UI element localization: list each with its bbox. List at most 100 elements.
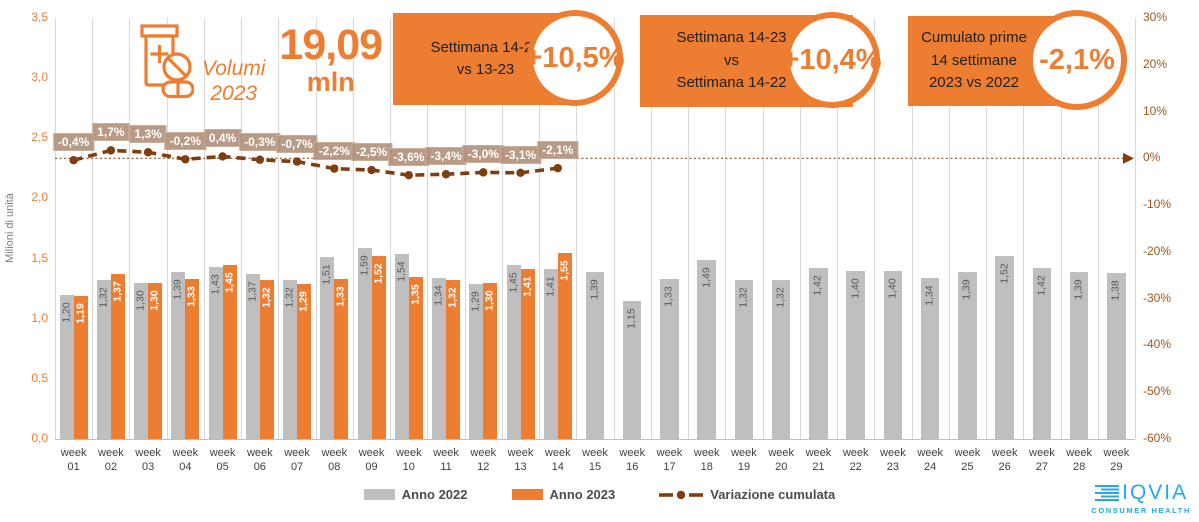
gridline	[315, 18, 317, 439]
variazione-cumulata-point	[516, 168, 525, 178]
x-axis-category-line: week	[917, 447, 944, 459]
bar-value-2023: 1,41	[521, 276, 534, 298]
variazione-cumulata-point	[69, 156, 78, 165]
bar-value-2022: 1,34	[432, 285, 445, 306]
x-axis-category-label: week 26	[986, 446, 1024, 475]
bar-value-2023: 1,35	[409, 283, 422, 305]
bar-anno-2022-week-25	[958, 271, 977, 439]
x-axis-category-line: 17	[663, 461, 676, 474]
variazione-cumulata-point	[367, 165, 376, 175]
callout-text-line: 2023 vs 2022	[928, 74, 1020, 92]
bar-value-2022: 1,43	[209, 274, 222, 295]
x-axis-category-line: 23	[886, 461, 900, 474]
x-axis-category-line: 25	[961, 461, 974, 474]
iqvia-subtitle-text: CONSUMER HEALTH	[1091, 506, 1191, 515]
y-axis-right-tick-label: -50%	[1143, 384, 1172, 399]
gridline	[427, 18, 429, 439]
iqvia-brand-text: IQVIA	[1122, 481, 1189, 504]
callout-text-line: Settimana 14-22	[676, 74, 787, 92]
x-axis-category-line: week	[172, 447, 199, 459]
bar-anno-2022-week-07	[283, 280, 298, 439]
bar-anno-2023-week-01	[73, 295, 88, 439]
x-axis-category-line: week	[395, 447, 422, 459]
bar-value-2022: 1,49	[700, 267, 713, 288]
bar-value-2023: 1,33	[185, 286, 198, 307]
x-axis-category-line: 11	[440, 461, 452, 474]
x-axis-category-line: week	[246, 447, 273, 459]
bar-anno-2022-week-18	[697, 259, 716, 439]
gridline	[911, 18, 913, 439]
x-axis-category-label: week 06	[241, 446, 279, 475]
x-axis-category-line: week	[1066, 447, 1092, 459]
gridline	[948, 18, 950, 439]
gridline	[1060, 18, 1062, 439]
bar-value-2022: 1,54	[395, 261, 408, 282]
x-axis-category-line: week	[98, 447, 124, 459]
y-axis-left-tick-label: 3,5	[31, 10, 48, 24]
iqvia-logo: IQVIA CONSUMER HEALTH	[1091, 481, 1191, 515]
x-axis-category-line: 03	[141, 461, 155, 474]
callout-text-line: Settimana 14-23	[430, 38, 541, 56]
x-axis-category-line: 16	[626, 461, 639, 474]
bar-anno-2023-week-07	[297, 283, 312, 439]
gridline	[650, 18, 652, 439]
x-axis-category-line: week	[1103, 447, 1130, 459]
x-axis-category-line: week	[842, 447, 869, 459]
x-axis-category-label: week 24	[911, 446, 949, 475]
x-axis-category-line: 14	[551, 461, 564, 474]
y-axis-right-tick-label: -60%	[1143, 431, 1172, 445]
bar-value-2022: 1,51	[320, 264, 333, 286]
x-axis-category-line: 27	[1035, 461, 1049, 474]
variazione-cumulata-point	[553, 163, 562, 173]
bar-anno-2023-week-08	[334, 279, 349, 439]
x-axis-category-label: week 18	[688, 446, 726, 475]
y-axis-right-tick-label: 20%	[1143, 56, 1168, 71]
bar-value-2023: 1,55	[558, 259, 571, 281]
bar-anno-2022-week-20	[771, 280, 791, 439]
y-axis-left-tick-label: 2,0	[31, 190, 48, 205]
bar-value-2023: 1,30	[483, 289, 496, 311]
callout-text-line: vs	[724, 51, 739, 69]
kpi-caption-line1: Volumi	[202, 57, 266, 80]
cumulative-variation-label: -3,6%	[388, 148, 430, 167]
x-axis-category-label: week 16	[613, 446, 651, 475]
x-axis-category-line: 28	[1073, 461, 1086, 474]
x-axis-category-line: 04	[179, 461, 192, 474]
x-axis-category-line: week	[582, 447, 608, 459]
x-axis-category-label: week 29	[1097, 446, 1135, 475]
bar-anno-2022-week-06	[245, 274, 260, 439]
variazione-cumulata-point	[479, 168, 488, 177]
bar-value-2022: 1,20	[60, 301, 73, 323]
bar-anno-2023-week-02	[110, 274, 125, 439]
kpi-number: 19,09 mln	[279, 24, 383, 98]
x-axis-category-line: 09	[365, 461, 378, 474]
y-axis-right-tick-label: 0%	[1143, 150, 1161, 165]
cumulative-variation-label: -2,1%	[537, 141, 579, 160]
bar-value-2022: 1,34	[923, 285, 936, 306]
x-axis-category-line: week	[731, 447, 757, 459]
x-axis-category-line: week	[60, 447, 87, 459]
bar-value-2022: 1,39	[588, 279, 601, 300]
bar-value-2022: 1,29	[469, 291, 482, 312]
legend-swatch-anno-2022	[363, 489, 395, 500]
y-axis-left-tick-label: 3,0	[31, 70, 48, 85]
x-axis-category-label: week 14	[539, 446, 577, 475]
variazione-cumulata-point	[404, 170, 413, 180]
callout-value: -2,1%	[1039, 43, 1115, 76]
x-axis-category-line: 24	[924, 461, 937, 474]
x-axis-category-line: 22	[849, 461, 862, 474]
bar-anno-2022-week-04	[171, 271, 186, 439]
bar-value-2022: 1,32	[283, 287, 296, 308]
bar-value-2022: 1,32	[97, 287, 110, 308]
gridline	[390, 18, 392, 439]
x-axis-category-line: week	[544, 447, 571, 459]
bar-anno-2022-week-23	[883, 270, 903, 439]
y-axis-right-tick-label: 10%	[1143, 103, 1168, 118]
y-axis-right-tick-label: -30%	[1143, 290, 1172, 305]
bar-anno-2023-week-04	[185, 279, 200, 439]
bar-anno-2023-week-12	[483, 282, 498, 439]
x-axis-category-line: week	[805, 447, 832, 459]
x-axis-category-line: week	[1029, 447, 1055, 459]
x-axis-category-label: week 28	[1060, 446, 1098, 475]
bar-value-2022: 1,15	[625, 307, 638, 329]
